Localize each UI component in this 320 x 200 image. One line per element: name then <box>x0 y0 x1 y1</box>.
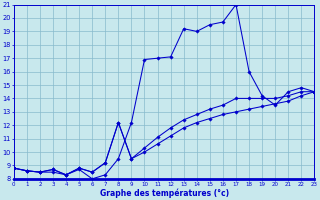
X-axis label: Graphe des températures (°c): Graphe des températures (°c) <box>100 188 229 198</box>
